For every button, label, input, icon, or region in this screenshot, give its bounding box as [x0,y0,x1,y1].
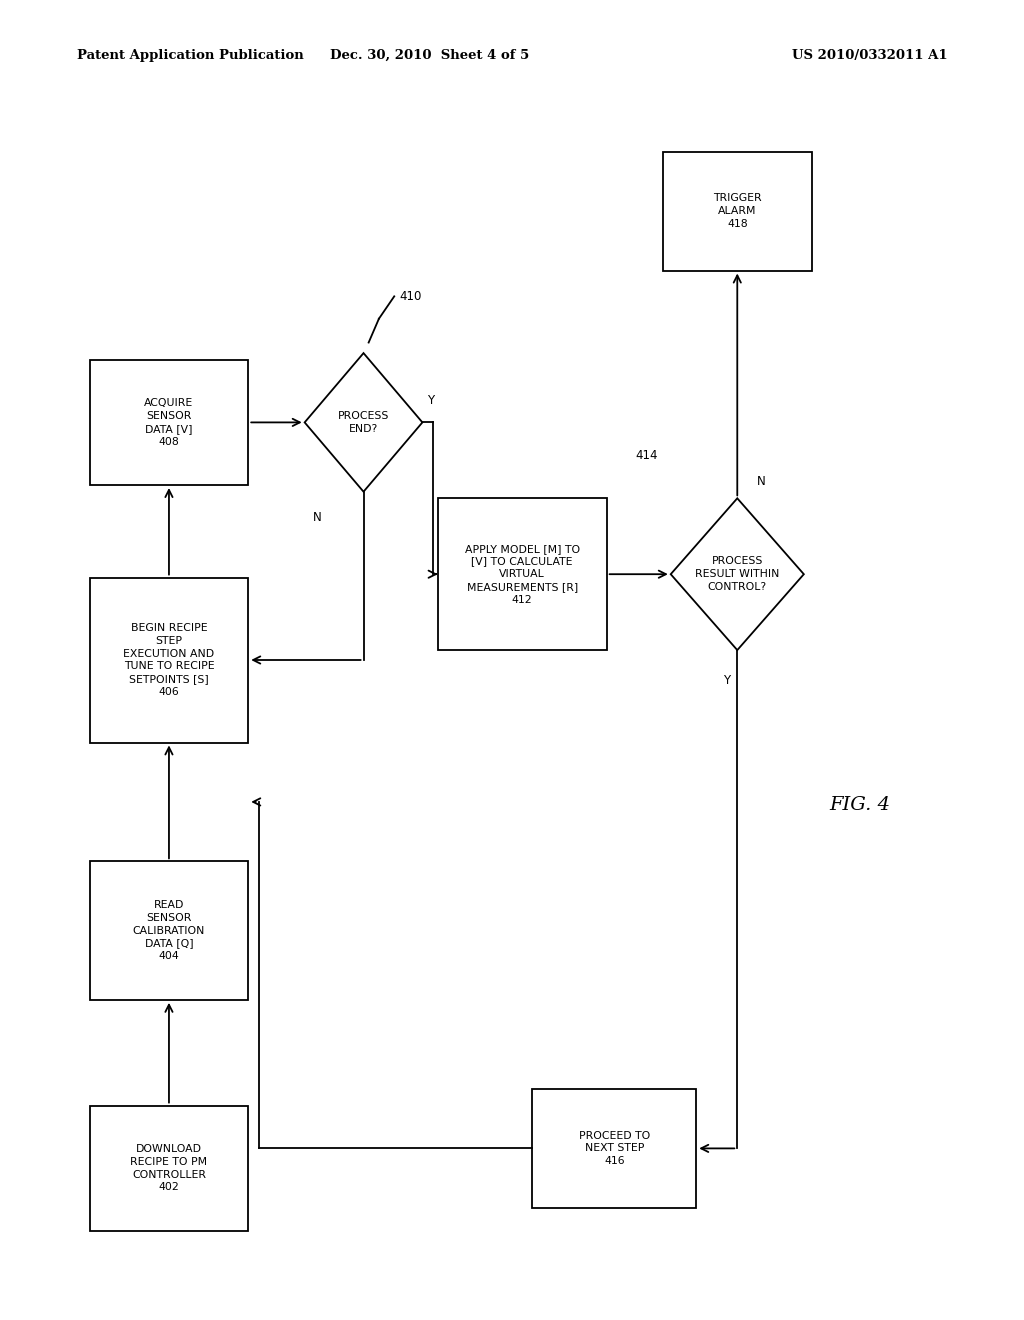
Text: N: N [757,475,766,488]
Text: FIG. 4: FIG. 4 [829,796,891,814]
Text: BEGIN RECIPE
STEP
EXECUTION AND
TUNE TO RECIPE
SETPOINTS [S]
406: BEGIN RECIPE STEP EXECUTION AND TUNE TO … [124,623,214,697]
Bar [90,1106,248,1230]
Text: US 2010/0332011 A1: US 2010/0332011 A1 [792,49,947,62]
Text: Patent Application Publication: Patent Application Publication [77,49,303,62]
Bar [90,862,248,1001]
Text: APPLY MODEL [M] TO
[V] TO CALCULATE
VIRTUAL
MEASUREMENTS [R]
412: APPLY MODEL [M] TO [V] TO CALCULATE VIRT… [465,544,580,605]
Bar [90,359,248,484]
Polygon shape [305,352,422,491]
Text: PROCESS
END?: PROCESS END? [338,411,389,434]
Text: TRIGGER
ALARM
418: TRIGGER ALARM 418 [713,194,762,228]
Text: ACQUIRE
SENSOR
DATA [V]
408: ACQUIRE SENSOR DATA [V] 408 [144,399,194,446]
Bar [532,1089,696,1208]
Bar [90,578,248,742]
Text: DOWNLOAD
RECIPE TO PM
CONTROLLER
402: DOWNLOAD RECIPE TO PM CONTROLLER 402 [130,1144,208,1192]
Text: Y: Y [428,393,434,407]
Polygon shape [671,499,804,651]
Bar [664,152,811,271]
Text: Y: Y [724,675,730,686]
Text: READ
SENSOR
CALIBRATION
DATA [Q]
404: READ SENSOR CALIBRATION DATA [Q] 404 [133,900,205,961]
Text: N: N [313,511,322,524]
Text: Dec. 30, 2010  Sheet 4 of 5: Dec. 30, 2010 Sheet 4 of 5 [331,49,529,62]
Text: PROCESS
RESULT WITHIN
CONTROL?: PROCESS RESULT WITHIN CONTROL? [695,557,779,591]
Text: PROCEED TO
NEXT STEP
416: PROCEED TO NEXT STEP 416 [579,1131,650,1166]
Text: 414: 414 [635,449,657,462]
Bar [438,499,606,651]
Text: 410: 410 [399,290,422,302]
